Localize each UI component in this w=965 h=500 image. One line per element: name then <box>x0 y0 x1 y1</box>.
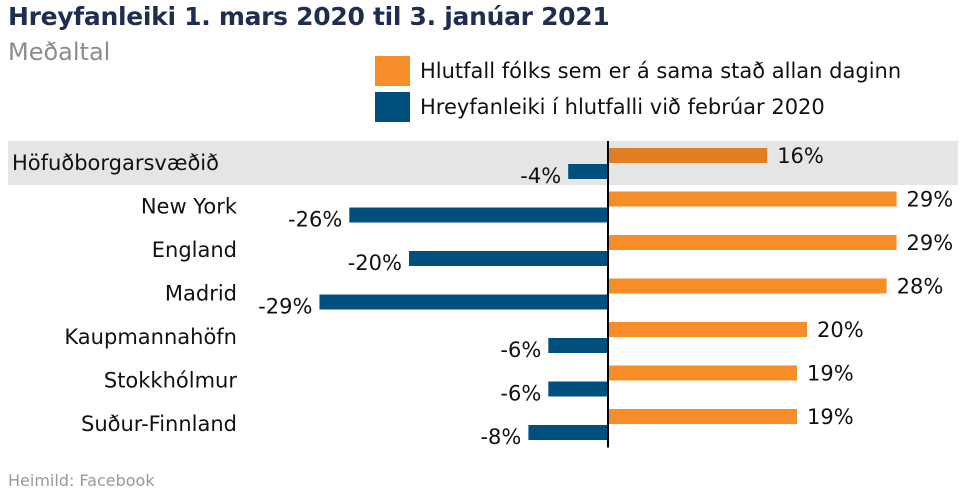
category-label: Stokkhólmur <box>104 369 237 393</box>
category-label: Höfuðborgarsvæðið <box>12 151 219 175</box>
bar-orange <box>608 148 768 163</box>
bar-blue <box>548 338 608 353</box>
highlight-band <box>8 141 958 185</box>
legend-item-blue: Hreyfanleiki í hlutfalli við febrúar 202… <box>375 92 825 122</box>
value-label-blue: -4% <box>520 164 561 188</box>
value-label-blue: -29% <box>258 295 312 319</box>
category-label: England <box>152 238 237 262</box>
bar-orange <box>608 235 897 250</box>
value-label-orange: 28% <box>897 275 944 299</box>
chart-title: Hreyfanleiki 1. mars 2020 til 3. janúar … <box>8 2 610 31</box>
legend-item-orange: Hlutfall fólks sem er á sama stað allan … <box>375 56 901 86</box>
value-label-orange: 29% <box>907 188 954 212</box>
category-label: New York <box>141 195 238 219</box>
bar-orange <box>608 191 897 207</box>
value-label-blue: -6% <box>500 338 541 362</box>
bar-blue <box>548 381 608 397</box>
bar-blue <box>319 294 608 310</box>
bar-orange <box>608 278 887 294</box>
category-label: Suður-Finnland <box>81 412 237 436</box>
bar-orange <box>608 409 798 424</box>
category-label: Kaupmannahöfn <box>64 325 237 349</box>
value-label-orange: 19% <box>807 362 854 386</box>
chart-subtitle: Meðaltal <box>8 38 111 66</box>
bar-orange <box>608 322 807 337</box>
legend-swatch-blue <box>375 92 410 122</box>
value-label-blue: -20% <box>348 251 402 275</box>
value-label-blue: -26% <box>288 208 342 232</box>
value-label-blue: -8% <box>480 425 521 449</box>
value-label-orange: 19% <box>807 405 854 429</box>
value-label-blue: -6% <box>500 382 541 406</box>
legend-swatch-orange <box>375 56 410 86</box>
bar-orange <box>608 365 798 381</box>
value-label-orange: 16% <box>777 144 824 168</box>
value-label-orange: 20% <box>817 318 864 342</box>
bar-blue <box>409 251 608 266</box>
category-label: Madrid <box>165 282 237 306</box>
legend-label-orange: Hlutfall fólks sem er á sama stað allan … <box>420 59 902 83</box>
bar-blue <box>349 207 608 223</box>
bar-blue <box>528 425 608 440</box>
source-note: Heimild: Facebook <box>8 471 155 490</box>
value-label-orange: 29% <box>907 231 954 255</box>
bar-blue <box>568 164 608 179</box>
legend-label-blue: Hreyfanleiki í hlutfalli við febrúar 202… <box>420 95 825 119</box>
